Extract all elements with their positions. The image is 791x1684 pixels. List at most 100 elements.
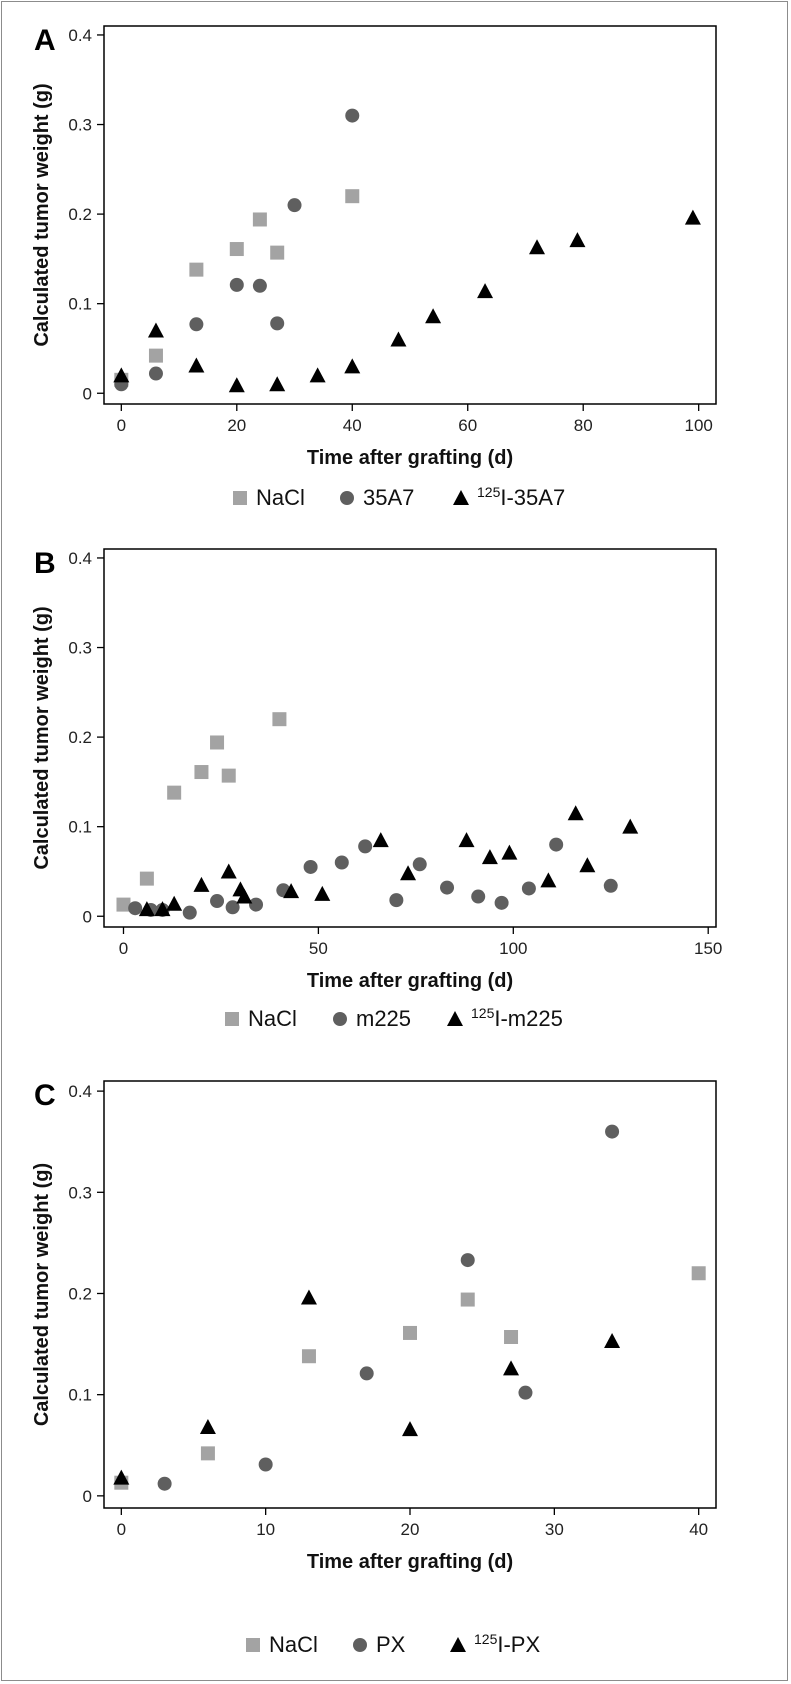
panel-b-square-point xyxy=(167,785,182,800)
panel-a-square-point xyxy=(270,245,285,260)
panel-b-square-point xyxy=(210,735,225,750)
panel-a-triangle-point xyxy=(147,322,164,338)
panel-c-triangle-point xyxy=(199,1419,216,1435)
panel-b-circle-point xyxy=(603,878,618,893)
panel-a-x-tick-label: 80 xyxy=(574,416,593,435)
panel-a-y-tick-label: 0.1 xyxy=(68,295,92,314)
panel-b-circle-point xyxy=(334,855,349,870)
panel-a-y-tick-label: 0.3 xyxy=(68,116,92,135)
panel-c-circle-point xyxy=(157,1476,172,1491)
panel-b-circle-point xyxy=(549,837,564,852)
panel-b-y-tick-label: 0.3 xyxy=(68,639,92,658)
panel-b-x-tick-label: 100 xyxy=(499,939,527,958)
panel-b-x-tick-label: 50 xyxy=(309,939,328,958)
panel-c-legend-label: NaCl xyxy=(269,1632,318,1657)
panel-b-triangle-point xyxy=(579,857,596,873)
panel-c-y-tick-label: 0.4 xyxy=(68,1082,92,1101)
panel-b-y-axis-title: Calculated tumor weight (g) xyxy=(31,606,53,869)
panel-b-circle-point xyxy=(225,900,240,915)
panel-c-x-tick-label: 30 xyxy=(545,1520,564,1539)
panel-a-circle-point xyxy=(287,198,302,213)
panel-a-triangle-point xyxy=(309,367,326,383)
panel-c-y-tick-label: 0 xyxy=(83,1487,92,1506)
panel-a-square-point xyxy=(345,189,360,204)
panel-b-square-point xyxy=(221,768,236,783)
panel-a-triangle-point xyxy=(113,367,130,383)
panel-b-legend-triangle-marker xyxy=(447,1011,463,1026)
panel-a-x-axis-title: Time after grafting (d) xyxy=(307,447,513,469)
panel-a-legend-isotope-superscript: 125 xyxy=(477,484,501,500)
panel-c-square-point xyxy=(301,1349,316,1364)
panel-c-square-point xyxy=(691,1266,706,1281)
panel-b-legend-square-marker xyxy=(225,1012,239,1026)
panel-c-legend-label: 125I-PX xyxy=(474,1631,540,1657)
panel-c-square-point xyxy=(460,1292,475,1307)
panel-b-circle-point xyxy=(440,880,455,895)
panel-c-triangle-point xyxy=(503,1360,520,1376)
panel-b-circle-point xyxy=(412,857,427,872)
panel-b-y-tick-label: 0.2 xyxy=(68,728,92,747)
panel-b-circle-point xyxy=(128,901,143,916)
panel-b-chart: B 0 0.1 0.2 0.3 0.4 0 50 100 150 Time after grafti… xyxy=(31,547,722,1031)
panel-a-triangle-point xyxy=(344,358,361,374)
panel-b-square-point xyxy=(139,871,154,886)
panel-b-y-tick-label: 0 xyxy=(83,907,92,926)
panel-b-triangle-point xyxy=(193,876,210,892)
panel-b-label: B xyxy=(34,547,56,580)
panel-c-y-tick-label: 0.3 xyxy=(68,1183,92,1202)
panel-b-legend-label: 125I-m225 xyxy=(471,1005,563,1031)
panel-a-circle-point xyxy=(252,278,267,293)
panel-c-legend-square-marker xyxy=(246,1638,260,1652)
panel-a-plot-area xyxy=(103,25,717,405)
panel-c-circle-point xyxy=(605,1124,620,1139)
panel-c-y-tick-label: 0.2 xyxy=(68,1284,92,1303)
panel-a-triangle-point xyxy=(269,376,286,392)
panel-b-triangle-point xyxy=(567,805,584,821)
panel-b-legend-series-name: I-m225 xyxy=(494,1006,562,1031)
panel-a-circle-point xyxy=(345,108,360,123)
panel-a-triangle-point xyxy=(425,308,442,324)
panel-c-square-point xyxy=(504,1329,519,1344)
panel-b-legend-circle-marker xyxy=(333,1012,347,1026)
panel-b-triangle-point xyxy=(458,832,475,848)
panel-a-y-axis-title: Calculated tumor weight (g) xyxy=(31,83,53,346)
panel-b-legend-isotope-superscript: 125 xyxy=(471,1005,495,1021)
panel-b-circle-point xyxy=(358,839,373,854)
panel-c-y-tick-label: 0.1 xyxy=(68,1386,92,1405)
panel-a-chart: A 0 0.1 0.2 0.3 0.4 0 20 40 60 80 100 Time after gra… xyxy=(31,24,717,510)
panel-b-circle-point xyxy=(389,893,404,908)
panel-a-label: A xyxy=(34,24,56,57)
panel-a-triangle-point xyxy=(390,331,407,347)
panel-b-triangle-point xyxy=(138,901,155,917)
panel-b-x-tick-label: 0 xyxy=(119,939,128,958)
panel-c-y-axis-title: Calculated tumor weight (g) xyxy=(31,1163,53,1426)
panel-a-y-tick-label: 0 xyxy=(83,384,92,403)
panel-b-circle-point xyxy=(210,894,225,909)
panel-a-triangle-point xyxy=(228,377,245,393)
panel-b-square-point xyxy=(194,765,209,780)
panel-b-triangle-point xyxy=(220,863,237,879)
panel-c-triangle-point xyxy=(300,1289,317,1305)
panel-a-triangle-point xyxy=(188,357,205,373)
panel-a-x-tick-label: 100 xyxy=(684,416,712,435)
panel-a-x-tick-label: 60 xyxy=(458,416,477,435)
panel-c-legend-isotope-superscript: 125 xyxy=(474,1631,498,1647)
panel-a-triangle-point xyxy=(529,239,546,255)
panel-c-x-tick-label: 20 xyxy=(401,1520,420,1539)
panel-c-chart: C 0 0.1 0.2 0.3 0.4 0 10 20 30 40 Time after grafti… xyxy=(31,1079,717,1657)
panel-a-y-tick-label: 0.2 xyxy=(68,205,92,224)
panel-c-square-point xyxy=(403,1325,417,1340)
panel-b-circle-point xyxy=(471,889,486,904)
panel-c-plot-area xyxy=(103,1080,717,1509)
panel-b-square-point xyxy=(272,712,287,727)
panel-b-triangle-point xyxy=(283,883,300,899)
panel-c-legend-circle-marker xyxy=(353,1638,367,1652)
panel-c-legend-series-name: I-PX xyxy=(497,1632,540,1657)
panel-b-plot-area xyxy=(103,548,717,928)
panel-b-circle-point xyxy=(303,859,318,874)
panel-c-triangle-point xyxy=(113,1469,130,1485)
panel-a-x-tick-label: 40 xyxy=(343,416,362,435)
panel-c-legend-triangle-marker xyxy=(450,1637,466,1652)
panel-a-circle-point xyxy=(148,366,163,381)
panel-a-x-tick-label: 0 xyxy=(117,416,126,435)
